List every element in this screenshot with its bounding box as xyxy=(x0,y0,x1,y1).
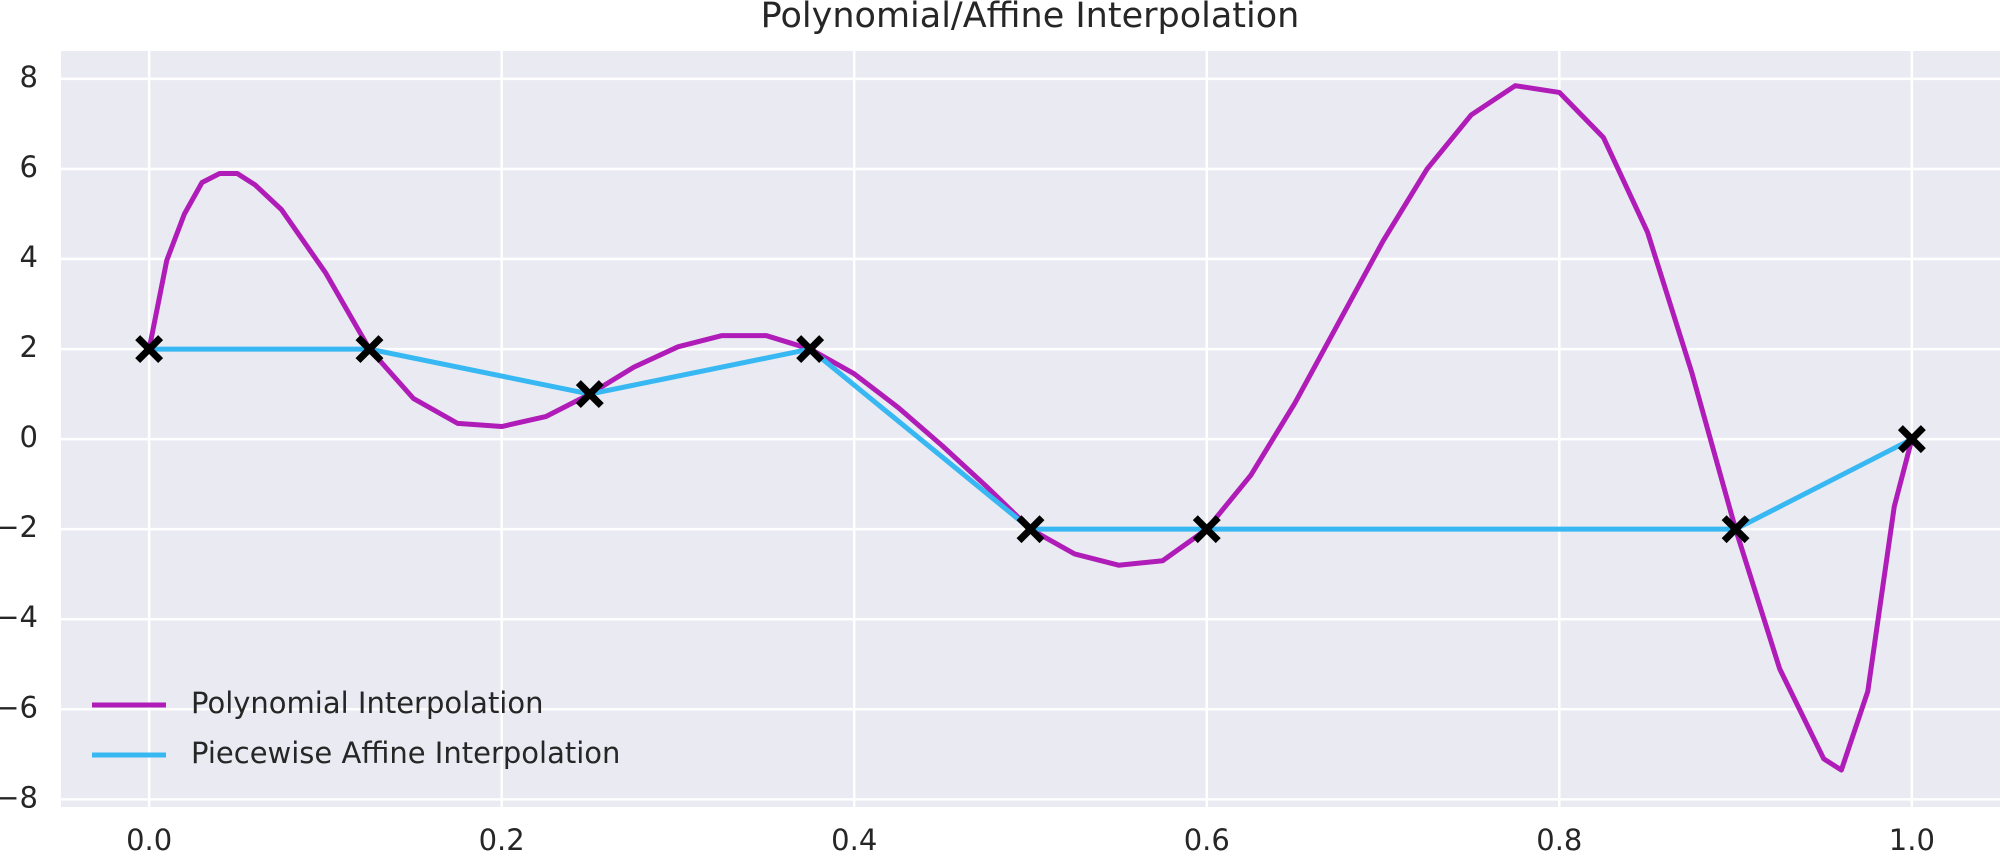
plot-area xyxy=(61,51,2000,807)
series-line xyxy=(149,346,1913,532)
x-tick-label: 0.8 xyxy=(1536,823,1582,856)
y-tick-label: −8 xyxy=(0,780,38,814)
marker xyxy=(355,335,384,364)
marker xyxy=(575,380,604,409)
series-line xyxy=(146,83,1915,773)
marker xyxy=(1192,515,1221,544)
y-tick-label: −2 xyxy=(0,510,38,544)
legend-label: Polynomial Interpolation xyxy=(191,686,544,720)
x-tick-label: 1.0 xyxy=(1889,823,1935,856)
y-tick-label: −4 xyxy=(0,600,38,634)
x-tick-label: 0.2 xyxy=(479,823,525,856)
y-tick-label: 0 xyxy=(20,420,38,454)
marker xyxy=(1897,425,1926,454)
y-tick-label: 2 xyxy=(20,330,38,364)
marker xyxy=(1016,515,1045,544)
marker xyxy=(1721,515,1750,544)
legend-label: Piecewise Affine Interpolation xyxy=(191,736,620,770)
marker xyxy=(135,335,164,364)
x-tick-label: 0.6 xyxy=(1184,823,1230,856)
y-tick-label: 8 xyxy=(20,60,38,94)
y-tick-label: 6 xyxy=(20,150,38,184)
marker xyxy=(796,335,825,364)
x-tick-label: 0.0 xyxy=(126,823,172,856)
chart-title: Polynomial/Affine Interpolation xyxy=(761,0,1300,36)
y-tick-label: 4 xyxy=(20,240,38,274)
y-tick-label: −6 xyxy=(0,690,38,724)
x-tick-label: 0.4 xyxy=(831,823,877,856)
